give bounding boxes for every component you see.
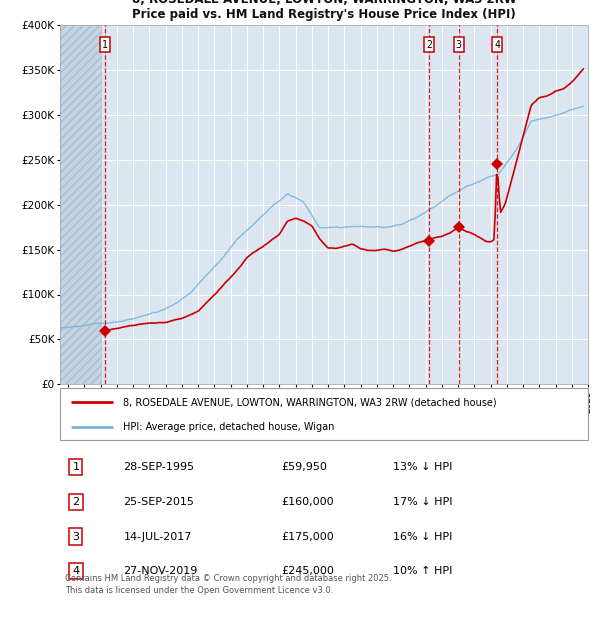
Text: 3: 3: [73, 531, 79, 542]
Text: 27-NOV-2019: 27-NOV-2019: [124, 566, 198, 577]
Text: 1: 1: [73, 462, 79, 472]
Text: £160,000: £160,000: [282, 497, 334, 507]
Text: £175,000: £175,000: [282, 531, 335, 542]
FancyBboxPatch shape: [60, 388, 588, 440]
Text: 4: 4: [72, 566, 79, 577]
Text: 1: 1: [101, 40, 107, 50]
Text: 8, ROSEDALE AVENUE, LOWTON, WARRINGTON, WA3 2RW (detached house): 8, ROSEDALE AVENUE, LOWTON, WARRINGTON, …: [124, 397, 497, 407]
Text: 16% ↓ HPI: 16% ↓ HPI: [392, 531, 452, 542]
Text: HPI: Average price, detached house, Wigan: HPI: Average price, detached house, Wiga…: [124, 422, 335, 432]
Text: 10% ↑ HPI: 10% ↑ HPI: [392, 566, 452, 577]
Title: 8, ROSEDALE AVENUE, LOWTON, WARRINGTON, WA3 2RW
Price paid vs. HM Land Registry': 8, ROSEDALE AVENUE, LOWTON, WARRINGTON, …: [131, 0, 517, 21]
Text: 28-SEP-1995: 28-SEP-1995: [124, 462, 194, 472]
Text: 13% ↓ HPI: 13% ↓ HPI: [392, 462, 452, 472]
Text: 17% ↓ HPI: 17% ↓ HPI: [392, 497, 452, 507]
Text: 2: 2: [72, 497, 79, 507]
Text: 2: 2: [427, 40, 432, 50]
Text: 3: 3: [455, 40, 461, 50]
Text: 4: 4: [494, 40, 500, 50]
Text: 14-JUL-2017: 14-JUL-2017: [124, 531, 192, 542]
Text: Contains HM Land Registry data © Crown copyright and database right 2025.
This d: Contains HM Land Registry data © Crown c…: [65, 574, 392, 595]
Text: 25-SEP-2015: 25-SEP-2015: [124, 497, 194, 507]
Text: £245,000: £245,000: [282, 566, 335, 577]
Text: £59,950: £59,950: [282, 462, 328, 472]
Bar: [60, 25, 101, 384]
